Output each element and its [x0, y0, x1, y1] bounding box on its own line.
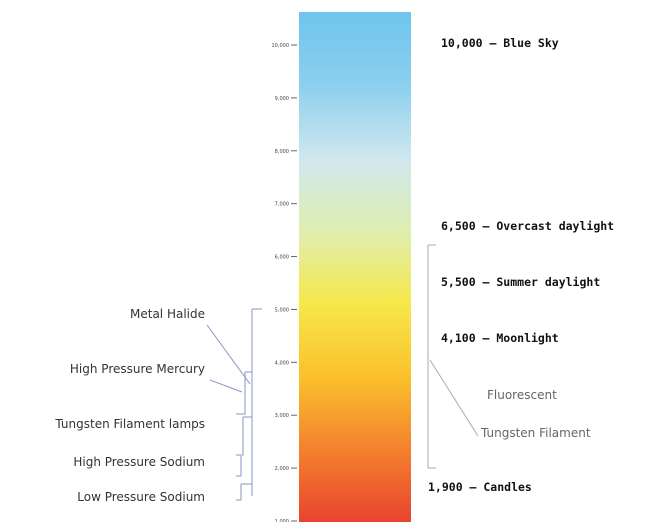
- kelvin-axis: 10,000 9,000 8,000 7,000 6,000 5,000 4,000 3,00…: [272, 43, 297, 522]
- tick-label: 5,000: [275, 307, 289, 313]
- bracket-mercury: [236, 372, 246, 415]
- leader-tungsten-filament: [429, 359, 479, 437]
- reference-candles: 1,900 – Candles: [428, 480, 532, 494]
- tick-label: 4,000: [275, 360, 289, 366]
- reference-summer-daylight: 5,500 – Summer daylight: [441, 275, 600, 289]
- source-label-tungsten-filament-lamps: Tungsten Filament lamps: [54, 417, 205, 431]
- tick-label: 8,000: [275, 149, 289, 155]
- source-label-low-pressure-sodium: Low Pressure Sodium: [77, 490, 205, 504]
- tick-label: 7,000: [275, 202, 289, 208]
- reference-moonlight: 4,100 – Moonlight: [441, 331, 559, 345]
- range-bracket-lines: [427, 244, 479, 469]
- bracket-tungsten: [236, 417, 244, 456]
- source-bracket-lines: [206, 308, 262, 501]
- leader-hp-mercury: [209, 379, 243, 393]
- tick-label: 10,000: [272, 43, 290, 49]
- tick-label: 6,000: [275, 255, 289, 261]
- range-label-tungsten-filament: Tungsten Filament: [480, 426, 591, 440]
- source-label-high-pressure-sodium: High Pressure Sodium: [73, 455, 205, 469]
- bracket-hp-sodium: [236, 456, 242, 477]
- source-label-metal-halide: Metal Halide: [130, 307, 205, 321]
- bracket-lp-sodium: [236, 484, 242, 501]
- tick-label: 2,000: [275, 466, 289, 472]
- color-temperature-bar: [299, 12, 411, 522]
- tick-label: 3,000: [275, 413, 289, 419]
- reference-blue-sky: 10,000 – Blue Sky: [441, 36, 559, 50]
- source-label-high-pressure-mercury: High Pressure Mercury: [70, 362, 205, 376]
- range-label-fluorescent: Fluorescent: [487, 388, 557, 402]
- tick-label: 9,000: [275, 96, 289, 102]
- reference-overcast-daylight: 6,500 – Overcast daylight: [441, 219, 614, 233]
- tick-label: 1,000: [275, 519, 289, 522]
- leader-metal-halide: [206, 324, 251, 385]
